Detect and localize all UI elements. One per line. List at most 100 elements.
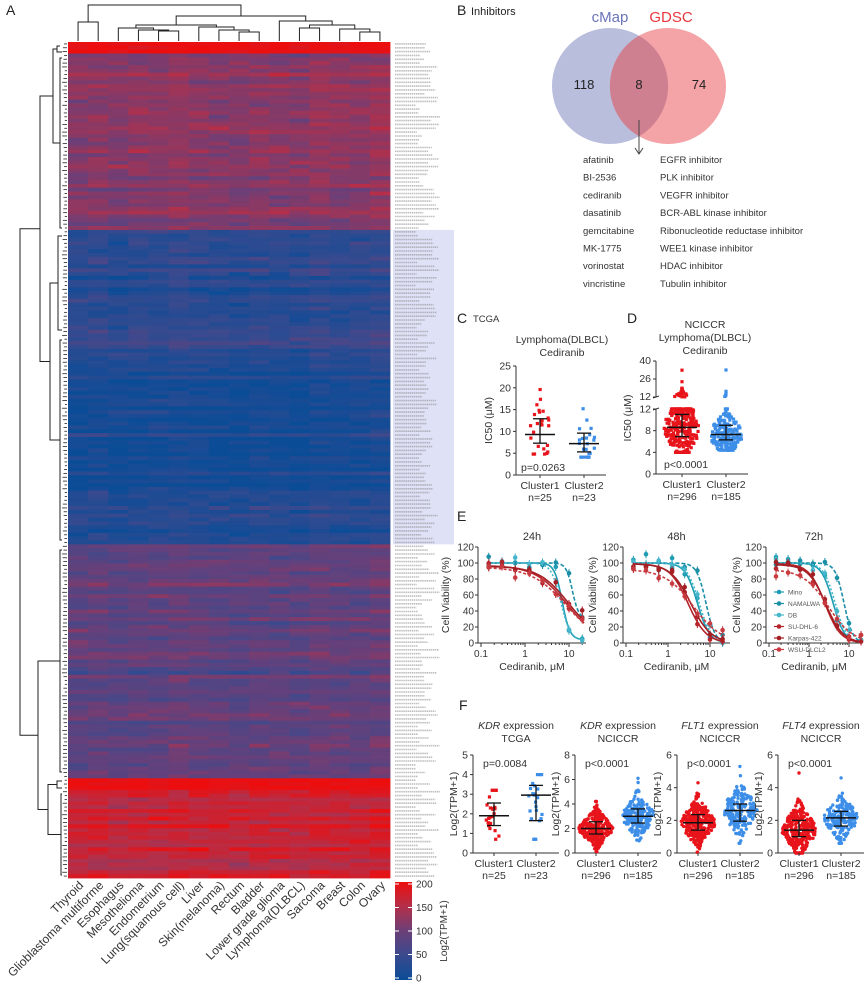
data-point-WSU-DLCL2	[553, 591, 559, 596]
heatmap-cell	[309, 594, 331, 599]
heatmap-cell	[229, 45, 250, 51]
heatmap-cell	[68, 609, 89, 614]
data-point	[547, 418, 551, 422]
heatmap-cell	[269, 770, 290, 775]
heatmap-cell	[229, 53, 250, 58]
heatmap-cell	[349, 283, 371, 288]
heatmap-cell	[108, 91, 129, 97]
heatmap-cell	[269, 670, 290, 676]
heatmap-cell	[329, 42, 351, 47]
heatmap-cell	[269, 820, 290, 825]
heatmap-cell	[349, 628, 371, 633]
heatmap-cell	[68, 233, 89, 238]
heatmap-cell	[349, 164, 371, 169]
heatmap-cell	[68, 452, 89, 457]
heatmap-cell	[68, 532, 89, 538]
data-point	[673, 439, 678, 443]
x-tick-label: 1	[522, 649, 528, 660]
heatmap-cell	[68, 709, 89, 714]
heatmap-cell	[208, 655, 230, 660]
heatmap-cell	[229, 747, 250, 752]
heatmap-cell	[289, 65, 310, 70]
heatmap-cell	[229, 578, 250, 584]
heatmap-cell	[68, 793, 89, 798]
heatmap-cell	[88, 467, 109, 472]
heatmap-cell	[249, 747, 270, 752]
heatmap-cell	[188, 279, 210, 284]
heatmap-cell	[148, 617, 170, 622]
heatmap-cell	[188, 824, 210, 829]
heatmap-cell	[148, 494, 170, 499]
heatmap-cell	[349, 563, 371, 568]
heatmap-cell	[309, 490, 331, 495]
heatmap-cell	[349, 226, 371, 231]
heatmap-cell	[208, 218, 230, 223]
heatmap-cell	[128, 759, 149, 764]
heatmap-cell	[309, 195, 331, 200]
heatmap-cell	[148, 45, 170, 51]
heatmap-cell	[68, 778, 89, 783]
heatmap-cell	[269, 375, 290, 380]
heatmap-cell	[148, 831, 170, 837]
heatmap-cell	[108, 72, 129, 77]
heatmap-cell	[128, 552, 149, 557]
heatmap-cell	[68, 222, 89, 227]
heatmap-cell	[269, 53, 290, 58]
heatmap-cell	[309, 789, 331, 795]
heatmap-cell	[188, 68, 210, 74]
heatmap-cell	[168, 690, 190, 695]
heatmap-cell	[269, 509, 290, 515]
heatmap-cell	[68, 272, 89, 277]
heatmap-cell	[168, 778, 190, 783]
heatmap-cell	[148, 314, 170, 319]
heatmap-cell	[369, 858, 391, 864]
heatmap-cell	[289, 736, 310, 741]
heatmap-cell	[249, 84, 270, 89]
heatmap-cell	[329, 329, 351, 334]
heatmap-cell	[108, 636, 129, 641]
data-point	[679, 450, 684, 454]
heatmap-cell	[68, 686, 89, 691]
heatmap-cell	[289, 218, 310, 223]
heatmap-cell	[68, 329, 89, 334]
heatmap-cell	[249, 333, 270, 338]
heatmap-cell	[128, 628, 149, 633]
heatmap-cell	[329, 275, 351, 281]
heatmap-cell	[128, 463, 149, 469]
heatmap-cell	[208, 766, 230, 772]
heatmap-cell	[289, 632, 310, 637]
heatmap-cell	[88, 663, 109, 668]
heatmap-cell	[329, 575, 351, 580]
heatmap-cell	[188, 379, 210, 384]
heatmap-cell	[108, 494, 129, 499]
heatmap-cell	[88, 134, 109, 139]
heatmap-cell	[229, 379, 250, 384]
heatmap-cell	[229, 647, 250, 653]
heatmap-cell	[249, 659, 270, 664]
heatmap-cell	[168, 387, 190, 392]
heatmap-cell	[229, 410, 250, 415]
heatmap-cell	[128, 260, 149, 265]
heatmap-cell	[289, 536, 310, 541]
heatmap-cell	[349, 306, 371, 311]
heatmap-cell	[329, 525, 351, 530]
heatmap-cell	[289, 241, 310, 246]
heatmap-cell	[108, 191, 129, 196]
heatmap-cell	[249, 348, 270, 354]
heatmap-cell	[329, 344, 351, 350]
heatmap-cell	[188, 854, 210, 860]
heatmap-cell	[269, 759, 290, 764]
heatmap-cell	[309, 229, 331, 235]
heatmap-cell	[329, 436, 351, 442]
heatmap-cell	[168, 486, 190, 492]
heatmap-cell	[188, 475, 210, 480]
heatmap-cell	[249, 828, 270, 833]
heatmap-cell	[309, 237, 331, 242]
heatmap-cell	[329, 797, 351, 802]
heatmap-cell	[309, 759, 331, 764]
data-point	[683, 407, 687, 411]
heatmap-cell	[108, 874, 129, 879]
heatmap-cell	[128, 321, 149, 327]
data-point	[694, 435, 699, 439]
heatmap-cell	[168, 237, 190, 242]
